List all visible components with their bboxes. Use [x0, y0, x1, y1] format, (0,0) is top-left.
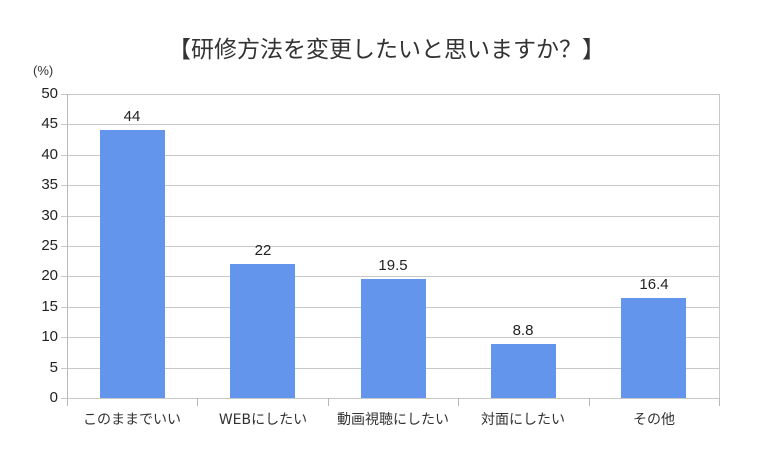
bar[interactable] — [361, 279, 426, 398]
x-tick-mark — [197, 398, 198, 406]
gridline — [61, 94, 719, 95]
x-tick-mark — [67, 398, 68, 406]
x-category-label: 対面にしたい — [481, 412, 565, 428]
y-tick-label: 40 — [41, 146, 58, 163]
y-tick-label: 10 — [41, 328, 58, 345]
x-tick-mark — [589, 398, 590, 406]
gridline — [61, 276, 719, 277]
y-tick-label: 35 — [41, 176, 58, 193]
chart-title: 【研修方法を変更したいと思いますか？】 — [168, 37, 605, 63]
bar-value-label: 16.4 — [639, 276, 669, 293]
y-tick-label: 20 — [41, 267, 58, 284]
y-tick-label: 15 — [41, 298, 58, 315]
gridline — [61, 216, 719, 217]
bar-value-label: 22 — [254, 242, 272, 259]
x-category-label: 動画視聴にしたい — [337, 412, 449, 428]
gridline — [61, 155, 719, 156]
x-category-label: その他 — [633, 412, 675, 428]
bar[interactable] — [491, 344, 556, 398]
x-tick-mark — [719, 398, 720, 406]
y-tick-label: 25 — [41, 237, 58, 254]
y-tick-label: 5 — [49, 359, 58, 376]
y-tick-label: 45 — [41, 115, 58, 132]
y-axis-line — [67, 94, 68, 404]
bar[interactable] — [100, 130, 165, 398]
bar-value-label: 19.5 — [378, 257, 408, 274]
bar[interactable] — [621, 298, 686, 398]
x-tick-mark — [458, 398, 459, 406]
y-tick-label: 0 — [49, 389, 58, 406]
bar-value-label: 8.8 — [512, 322, 534, 339]
y-tick-label: 30 — [41, 207, 58, 224]
x-category-label: WEBにしたい — [218, 412, 308, 428]
bar[interactable] — [230, 264, 295, 398]
gridline — [61, 185, 719, 186]
gridline — [61, 398, 719, 399]
y-axis-unit-label: (%) — [33, 63, 54, 78]
x-category-label: このままでいい — [83, 412, 181, 428]
y-tick-label: 50 — [41, 85, 58, 102]
plot-border-right — [719, 94, 720, 399]
gridline — [61, 124, 719, 125]
x-tick-mark — [328, 398, 329, 406]
bar-value-label: 44 — [123, 108, 141, 125]
gridline — [61, 246, 719, 247]
